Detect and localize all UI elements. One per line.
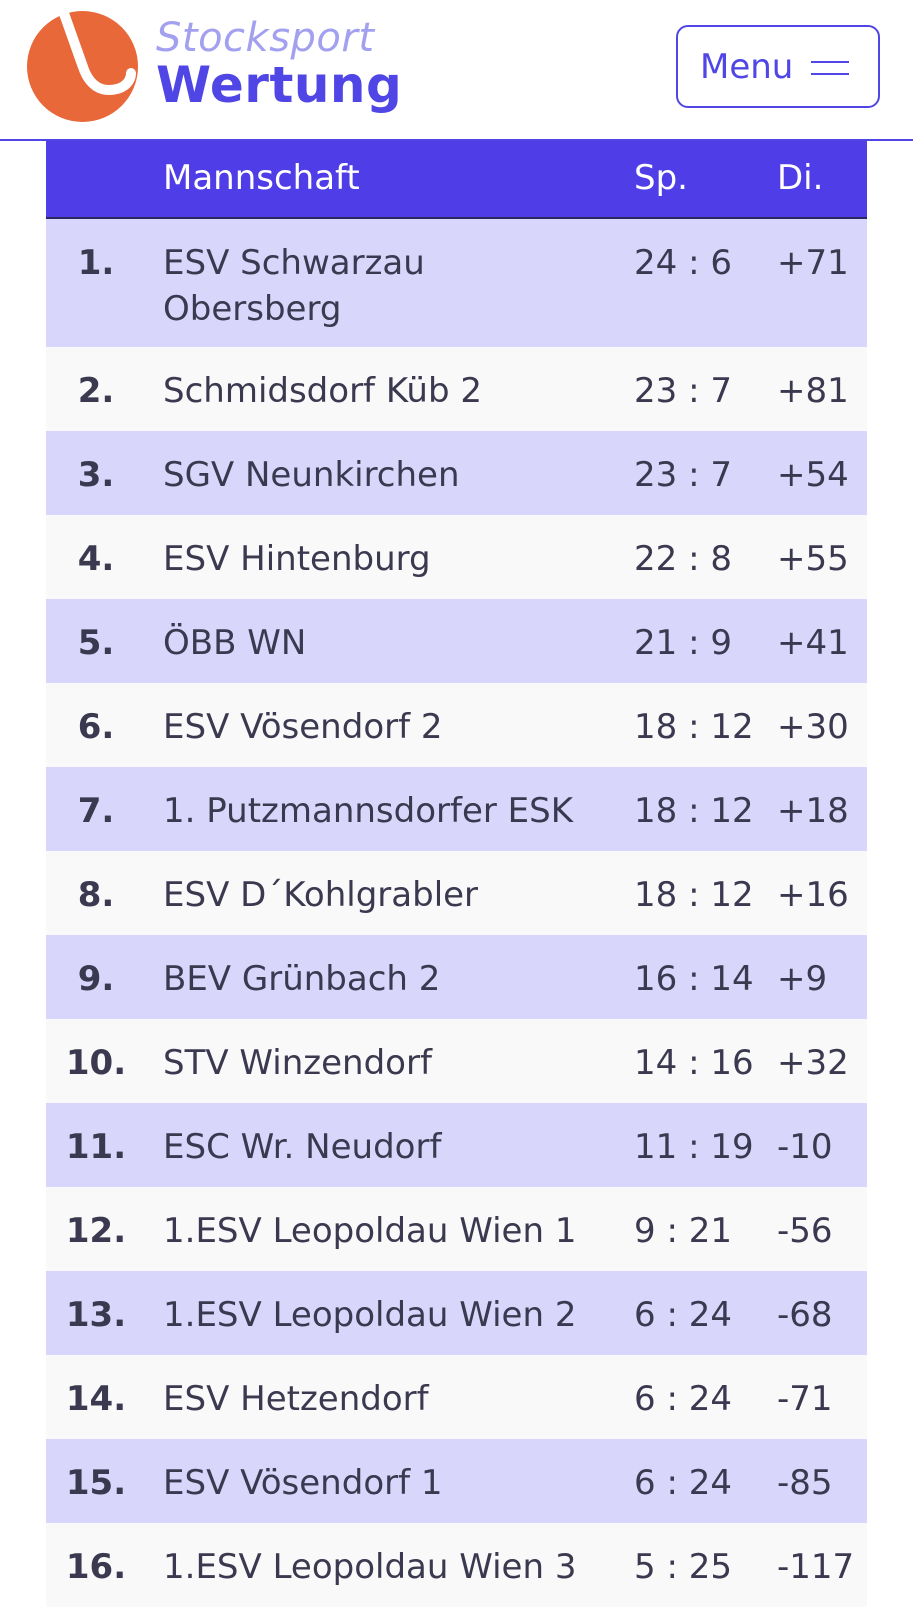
points-cell: 23 : 7 [634, 455, 732, 495]
brand-name-top[interactable]: Stocksport [156, 15, 375, 61]
rank-cell: 2. [77, 371, 115, 411]
menu-button[interactable]: Menu [676, 25, 880, 108]
table-header: Mannschaft Sp. Di. [46, 141, 867, 219]
header-team: Mannschaft [163, 158, 360, 198]
rank-cell: 12. [65, 1211, 127, 1251]
team-cell: ESV Vösendorf 2 [163, 707, 443, 747]
team-cell: SGV Neunkirchen [163, 455, 460, 495]
table-row[interactable]: 5. ÖBB WN 21 : 9 +41 [46, 599, 867, 683]
team-cell: 1. Putzmannsdorfer ESK [163, 791, 574, 831]
table-body: 1. ESV Schwarzau Obersberg 24 : 6 +71 2. Schm… [46, 219, 867, 1607]
team-cell: ÖBB WN [163, 623, 307, 663]
rank-cell: 9. [77, 959, 115, 999]
rank-cell: 3. [77, 455, 115, 495]
team-cell: 1.ESV Leopoldau Wien 1 [163, 1211, 577, 1251]
table-row[interactable]: 15. ESV Vösendorf 1 6 : 24 -85 [46, 1439, 867, 1523]
team-cell: BEV Grünbach 2 [163, 959, 441, 999]
table-row[interactable]: 6. ESV Vösendorf 2 18 : 12 +30 [46, 683, 867, 767]
header-di: Di. [777, 158, 824, 198]
rank-cell: 6. [77, 707, 115, 747]
stock-hook-logo-icon[interactable] [27, 11, 138, 122]
hamburger-icon [811, 57, 849, 79]
difference-cell: -10 [777, 1127, 833, 1167]
table-row[interactable]: 1. ESV Schwarzau Obersberg 24 : 6 +71 [46, 219, 867, 347]
team-cell: 1.ESV Leopoldau Wien 2 [163, 1295, 577, 1335]
table-row[interactable]: 3. SGV Neunkirchen 23 : 7 +54 [46, 431, 867, 515]
table-row[interactable]: 14. ESV Hetzendorf 6 : 24 -71 [46, 1355, 867, 1439]
table-row[interactable]: 4. ESV Hintenburg 22 : 8 +55 [46, 515, 867, 599]
points-cell: 23 : 7 [634, 371, 732, 411]
difference-cell: +41 [777, 623, 849, 663]
rank-cell: 14. [65, 1379, 127, 1419]
table-row[interactable]: 13. 1.ESV Leopoldau Wien 2 6 : 24 -68 [46, 1271, 867, 1355]
brand-name-bottom[interactable]: Wertung [156, 56, 403, 114]
difference-cell: +16 [777, 875, 849, 915]
header-sp: Sp. [634, 158, 688, 198]
points-cell: 5 : 25 [634, 1547, 732, 1587]
points-cell: 22 : 8 [634, 539, 732, 579]
rank-cell: 1. [77, 243, 115, 283]
table-row[interactable]: 11. ESC Wr. Neudorf 11 : 19 -10 [46, 1103, 867, 1187]
points-cell: 6 : 24 [634, 1295, 732, 1335]
team-cell: Schmidsdorf Küb 2 [163, 371, 482, 411]
difference-cell: +18 [777, 791, 849, 831]
difference-cell: +81 [777, 371, 849, 411]
team-cell: ESV Vösendorf 1 [163, 1463, 443, 1503]
points-cell: 11 : 19 [634, 1127, 754, 1167]
table-row[interactable]: 10. STV Winzendorf 14 : 16 +32 [46, 1019, 867, 1103]
table-row[interactable]: 12. 1.ESV Leopoldau Wien 1 9 : 21 -56 [46, 1187, 867, 1271]
rank-cell: 5. [77, 623, 115, 663]
rank-cell: 16. [65, 1547, 127, 1587]
table-row[interactable]: 7. 1. Putzmannsdorfer ESK 18 : 12 +18 [46, 767, 867, 851]
points-cell: 18 : 12 [634, 707, 754, 747]
standings-table: Mannschaft Sp. Di. 1. ESV Schwarzau Obers… [46, 141, 867, 1607]
team-cell: ESC Wr. Neudorf [163, 1127, 442, 1167]
points-cell: 9 : 21 [634, 1211, 732, 1251]
rank-cell: 11. [65, 1127, 127, 1167]
site-header: Stocksport Wertung Menu [0, 0, 913, 141]
difference-cell: +71 [777, 243, 849, 283]
points-cell: 16 : 14 [634, 959, 754, 999]
difference-cell: -71 [777, 1379, 833, 1419]
team-cell: ESV D´Kohlgrabler [163, 875, 479, 915]
rank-cell: 15. [65, 1463, 127, 1503]
rank-cell: 4. [77, 539, 115, 579]
difference-cell: +9 [777, 959, 828, 999]
difference-cell: -56 [777, 1211, 833, 1251]
rank-cell: 13. [65, 1295, 127, 1335]
team-cell: 1.ESV Leopoldau Wien 3 [163, 1547, 577, 1587]
difference-cell: +30 [777, 707, 849, 747]
table-row[interactable]: 2. Schmidsdorf Küb 2 23 : 7 +81 [46, 347, 867, 431]
team-cell: ESV Hintenburg [163, 539, 431, 579]
points-cell: 6 : 24 [634, 1463, 732, 1503]
difference-cell: +55 [777, 539, 849, 579]
table-row[interactable]: 8. ESV D´Kohlgrabler 18 : 12 +16 [46, 851, 867, 935]
points-cell: 14 : 16 [634, 1043, 754, 1083]
rank-cell: 10. [65, 1043, 127, 1083]
difference-cell: -68 [777, 1295, 833, 1335]
team-cell: ESV Schwarzau Obersberg [163, 243, 425, 329]
points-cell: 6 : 24 [634, 1379, 732, 1419]
team-cell: ESV Hetzendorf [163, 1379, 429, 1419]
rank-cell: 8. [77, 875, 115, 915]
points-cell: 24 : 6 [634, 243, 732, 283]
points-cell: 18 : 12 [634, 875, 754, 915]
points-cell: 21 : 9 [634, 623, 732, 663]
team-cell: STV Winzendorf [163, 1043, 432, 1083]
difference-cell: +54 [777, 455, 849, 495]
table-row[interactable]: 9. BEV Grünbach 2 16 : 14 +9 [46, 935, 867, 1019]
table-row[interactable]: 16. 1.ESV Leopoldau Wien 3 5 : 25 -117 [46, 1523, 867, 1607]
difference-cell: -85 [777, 1463, 833, 1503]
menu-label: Menu [700, 47, 794, 87]
points-cell: 18 : 12 [634, 791, 754, 831]
difference-cell: -117 [777, 1547, 855, 1587]
rank-cell: 7. [77, 791, 115, 831]
difference-cell: +32 [777, 1043, 849, 1083]
